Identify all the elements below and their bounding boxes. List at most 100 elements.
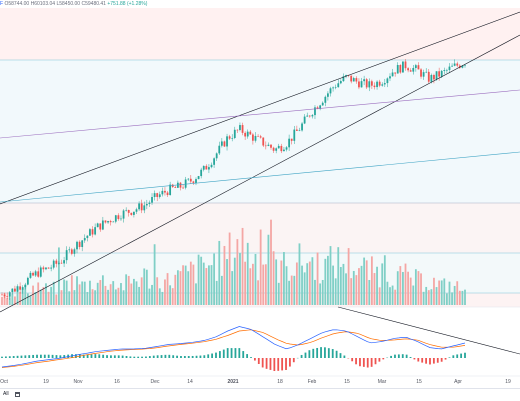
macd-histogram-bar [277,358,279,371]
macd-histogram-bar [110,355,112,358]
volume-bar [420,273,422,305]
candle-body [379,82,381,86]
macd-histogram-bar [98,354,100,358]
candle-body [293,130,295,141]
volume-bar [63,279,65,305]
candle-body [410,70,412,71]
candle-body [441,71,443,77]
volume-bar [319,283,321,305]
volume-bar [309,262,311,305]
candle-body [330,88,332,93]
macd-histogram-bar [192,356,194,358]
macd-histogram-bar [106,355,108,358]
macd-histogram-bar [219,351,221,358]
macd-histogram-bar [417,358,419,362]
candle-body [280,146,282,151]
volume-bar [462,291,464,305]
macd-histogram-bar [200,356,202,358]
macd-histogram-bar [425,358,427,364]
volume-bar [180,271,182,305]
volume-bar [79,284,81,305]
candle-body [55,261,57,264]
volume-bar [270,220,272,305]
macd-histogram-bar [410,357,412,358]
volume-bar [177,270,179,305]
volume-bar [317,252,319,305]
volume-bar [335,278,337,305]
volume-bar [32,286,34,305]
volume-bar [164,279,166,305]
candle-body [32,273,34,276]
macd-histogram-bar [48,355,50,358]
candle-body [81,240,83,247]
macd-histogram-bar [328,348,330,358]
candle-body [249,132,251,135]
volume-bar [154,244,156,305]
macd-histogram-bar [266,358,268,369]
macd-histogram-bar [289,358,291,367]
macd-histogram-bar [207,354,209,358]
candle-body [17,286,19,291]
candle-body [224,141,226,146]
volume-bar [376,267,378,305]
volume-bar [58,247,60,305]
macd-histogram-bar [390,356,392,358]
volume-bar [430,289,432,305]
macd-histogram-bar [429,358,431,364]
calendar-icon[interactable] [15,392,20,397]
candle-body [117,215,119,219]
candle-body [275,148,277,150]
macd-histogram-bar [379,358,381,362]
macd-histogram-bar [211,354,213,358]
candle-body [229,136,231,138]
candle-body [368,81,370,87]
candle-body [213,158,215,165]
candle-body [125,210,127,211]
volume-bar [306,263,308,305]
volume-bar [89,281,91,305]
candle-body [94,227,96,234]
macd-histogram-bar [235,348,237,358]
candle-body [283,150,285,152]
volume-bar [242,228,244,305]
volume-bar [112,281,114,305]
volume-bar [102,275,104,305]
volume-bar [446,293,448,305]
volume-bar [449,282,451,305]
candle-body [6,296,8,297]
macd-histogram-bar [28,355,30,358]
macd-histogram-bar [184,356,186,358]
macd-histogram-bar [449,357,451,358]
candle-body [418,65,420,69]
time-axis-label: 19 [43,379,49,385]
volume-bar [402,272,404,305]
macd-histogram-bar [161,355,163,358]
candle-body [110,221,112,222]
volume-bar [105,286,107,305]
volume-bar [456,281,458,305]
candle-body [149,203,151,204]
volume-bar [117,288,119,305]
volume-bar [374,273,376,305]
candle-body [187,179,189,180]
macd-histogram-bar [56,355,58,358]
candle-body [394,72,396,73]
macd-histogram-bar [308,350,310,358]
candle-body [167,193,169,195]
volume-bar [443,278,445,305]
macd-histogram-bar [456,354,458,358]
time-axis-label: Mar [378,379,387,385]
volume-bar [392,286,394,305]
candle-body [255,136,257,141]
candle-body [138,203,140,209]
volume-bar [260,230,262,305]
macd-indicator [1,327,466,372]
candle-body [159,194,161,197]
candle-body [322,103,324,106]
macd-histogram-bar [281,358,283,370]
candle-body [301,123,303,130]
volume-bar [438,281,440,305]
range-all-button[interactable]: All [3,389,9,400]
